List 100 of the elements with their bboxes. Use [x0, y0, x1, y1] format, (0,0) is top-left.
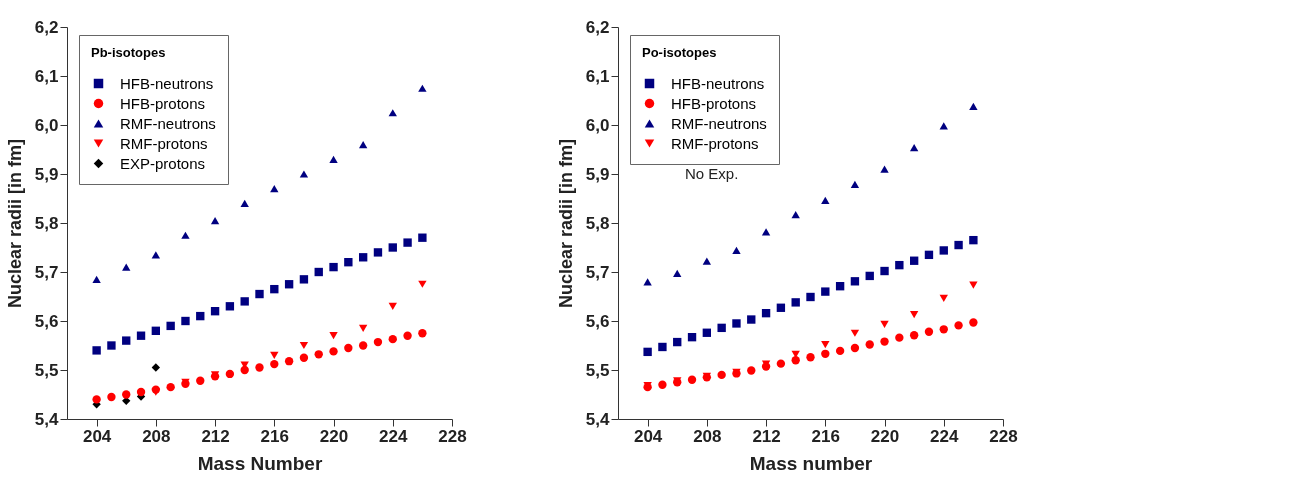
y-tick-label: 5,5: [34, 360, 59, 380]
point: [747, 315, 756, 324]
point: [895, 260, 904, 270]
point: [373, 337, 383, 347]
annotation: No Exp.: [685, 165, 739, 182]
point: [270, 351, 279, 359]
point: [835, 282, 845, 291]
x-tick-label: 220: [870, 426, 900, 446]
y-tick-label: 5,8: [34, 213, 59, 233]
point: [658, 380, 667, 389]
point: [418, 233, 427, 242]
point: [687, 375, 697, 384]
point: [196, 376, 205, 385]
point: [776, 303, 786, 312]
y-tick-label: 6,1: [585, 66, 610, 86]
point: [388, 302, 397, 310]
point: [969, 102, 978, 110]
point: [403, 238, 412, 247]
y-tick-label: 5,7: [585, 262, 610, 282]
legend-title: Po-isotopes: [642, 45, 717, 60]
legend-label: RMF-neutrons: [120, 114, 216, 132]
point: [880, 165, 889, 173]
point: [299, 275, 309, 284]
x-tick-label: 208: [142, 426, 171, 446]
y-tick-label: 6,0: [585, 115, 610, 135]
point: [924, 327, 934, 336]
y-tick-label: 6,2: [34, 17, 59, 37]
point: [181, 316, 190, 326]
legend-label: RMF-protons: [120, 134, 208, 152]
x-tick-label: 208: [693, 426, 722, 446]
point: [880, 266, 889, 276]
point: [299, 353, 309, 362]
point: [166, 321, 175, 331]
point: [388, 334, 397, 344]
legend-label: RMF-protons: [671, 134, 759, 152]
point: [240, 199, 249, 208]
x-tick-label: 228: [438, 426, 467, 446]
point: [865, 340, 874, 349]
point: [895, 333, 904, 342]
point: [791, 298, 800, 307]
point: [687, 332, 697, 342]
point: [122, 390, 131, 399]
x-axis-title: Mass Number: [197, 452, 323, 474]
point: [225, 302, 235, 311]
point: [418, 329, 427, 338]
point: [373, 248, 383, 257]
point: [418, 280, 427, 288]
point: [255, 289, 264, 299]
x-tick-label: 216: [811, 426, 840, 446]
point: [909, 331, 919, 340]
legend-label: HFB-neutrons: [120, 74, 214, 92]
y-tick-label: 5,4: [585, 409, 611, 429]
point: [240, 365, 249, 375]
x-tick-label: 212: [201, 426, 230, 446]
point: [210, 307, 220, 316]
point: [284, 357, 294, 366]
x-tick-label: 224: [930, 426, 959, 446]
point: [776, 359, 786, 368]
point: [329, 332, 338, 340]
point: [835, 346, 845, 356]
point: [761, 308, 771, 318]
point: [388, 109, 397, 117]
point: [954, 321, 963, 330]
x-tick-label: 224: [379, 426, 408, 446]
point: [329, 155, 338, 163]
point: [643, 278, 652, 286]
point: [358, 324, 368, 332]
y-axis-title: Nuclear radii [in fm]: [4, 138, 25, 309]
y-tick-label: 5,9: [585, 164, 610, 184]
point: [717, 323, 726, 333]
point: [806, 353, 815, 362]
point: [969, 318, 978, 327]
point: [658, 342, 667, 352]
point: [806, 292, 815, 302]
point: [122, 336, 131, 345]
point: [821, 349, 830, 358]
legend-title: Pb-isotopes: [91, 45, 166, 60]
y-tick-label: 6,1: [34, 66, 59, 86]
point: [284, 280, 294, 289]
point: [240, 297, 249, 306]
point: [850, 180, 860, 188]
y-tick-label: 5,6: [585, 311, 610, 331]
point: [314, 267, 323, 277]
point: [210, 216, 220, 225]
point: [344, 258, 353, 267]
point: [939, 325, 948, 334]
point: [166, 382, 175, 392]
point: [136, 387, 146, 397]
point: [702, 257, 712, 265]
point: [939, 122, 948, 130]
point: [418, 84, 427, 92]
x-tick-label: 220: [319, 426, 349, 446]
point: [865, 271, 874, 281]
point: [969, 281, 978, 289]
legend-label: EXP-protons: [120, 154, 206, 172]
point: [969, 235, 978, 245]
point: [107, 392, 116, 402]
point: [344, 343, 353, 353]
point: [329, 347, 338, 356]
y-tick-label: 5,7: [34, 262, 59, 282]
